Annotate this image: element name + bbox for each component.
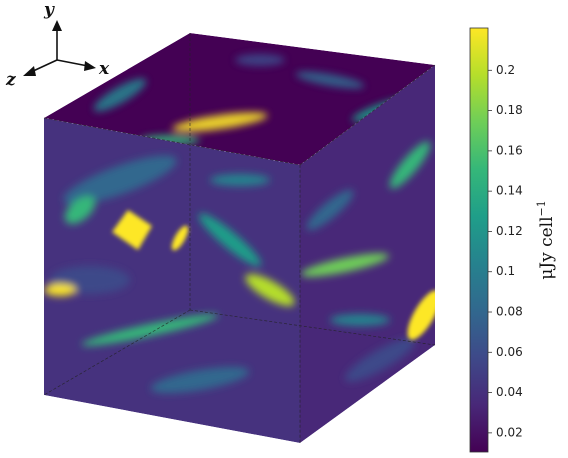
colorbar-tick-label: 0.1 [496,264,515,278]
cube-right [300,65,435,443]
y-axis-label: y [43,0,55,20]
x-arrow [56,59,89,67]
colorbar-label: μJy cell−1 [535,200,557,280]
axis-triad [23,20,96,76]
colorbar-tick-label: 0.14 [496,184,523,198]
colorbar-tick-label: 0.06 [496,345,523,359]
colorbar-tick-label: 0.04 [496,385,523,399]
cube-top [44,33,435,165]
colorbar-tick-label: 0.18 [496,103,523,117]
x-axis-label: x [98,59,110,79]
x-arrow-head [84,61,96,71]
colorbar-tick-label: 0.02 [496,425,523,439]
colorbar-tick-label: 0.2 [496,63,515,77]
colorbar-tick-label: 0.16 [496,143,523,157]
colorbar [469,27,489,453]
z-axis-label: z [5,70,16,90]
z-arrow [30,59,58,73]
y-arrow-head [52,20,62,31]
z-arrow-head [23,66,36,76]
cube-front [44,118,300,443]
colorbar-tick-label: 0.12 [496,224,523,238]
colorbar-label-text: μJy cell [537,216,557,279]
hidden-edges [43,33,436,443]
colorbar-tick-label: 0.08 [496,305,523,319]
colorbar-label-exponent: −1 [535,200,548,216]
